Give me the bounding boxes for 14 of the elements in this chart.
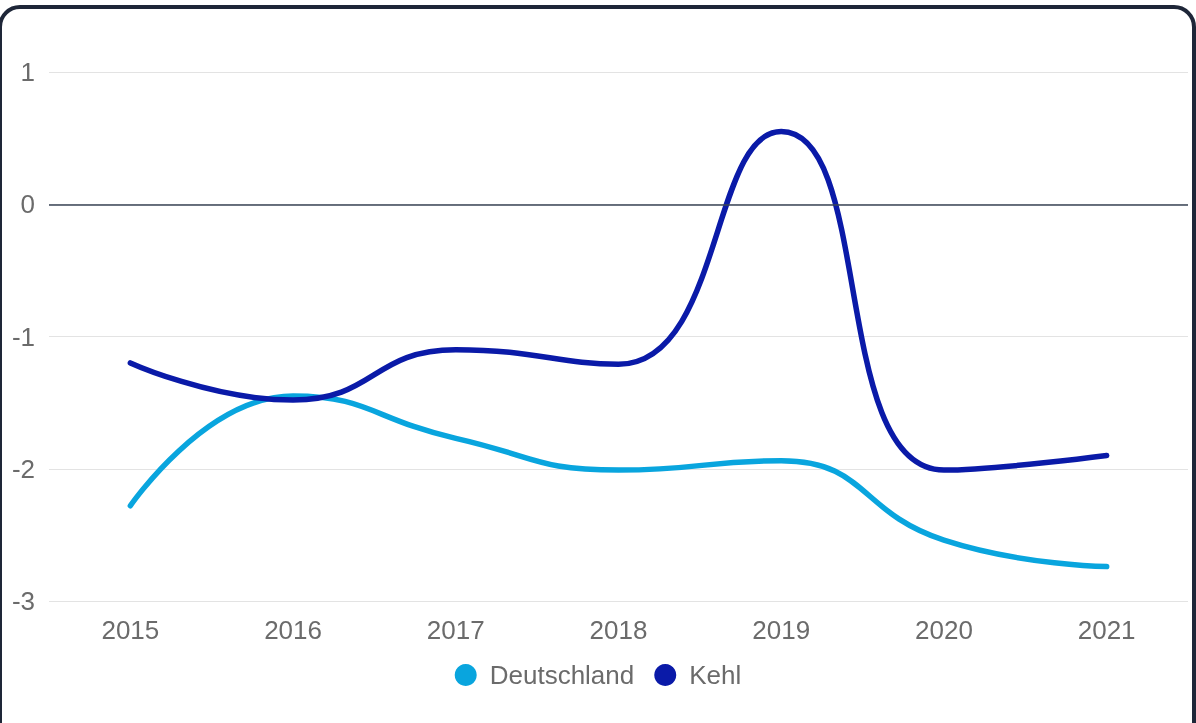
- y-tick-label: 1: [20, 57, 35, 87]
- x-tick-label: 2016: [264, 615, 322, 645]
- y-tick-label: 0: [20, 189, 35, 220]
- y-tick-label: -2: [11, 453, 35, 484]
- legend-label: Deutschland: [489, 660, 635, 690]
- x-tick-label: 2017: [426, 615, 485, 645]
- x-tick-label: 2021: [1077, 615, 1136, 645]
- x-tick-label: 2018: [589, 615, 648, 645]
- x-tick-label: 2020: [915, 615, 973, 645]
- x-tick-label: 2015: [101, 615, 160, 645]
- legend-label: Kehl: [689, 660, 742, 690]
- y-tick-label: -1: [11, 321, 35, 352]
- x-tick-label: 2019: [752, 615, 811, 645]
- y-tick-label: -3: [11, 586, 35, 616]
